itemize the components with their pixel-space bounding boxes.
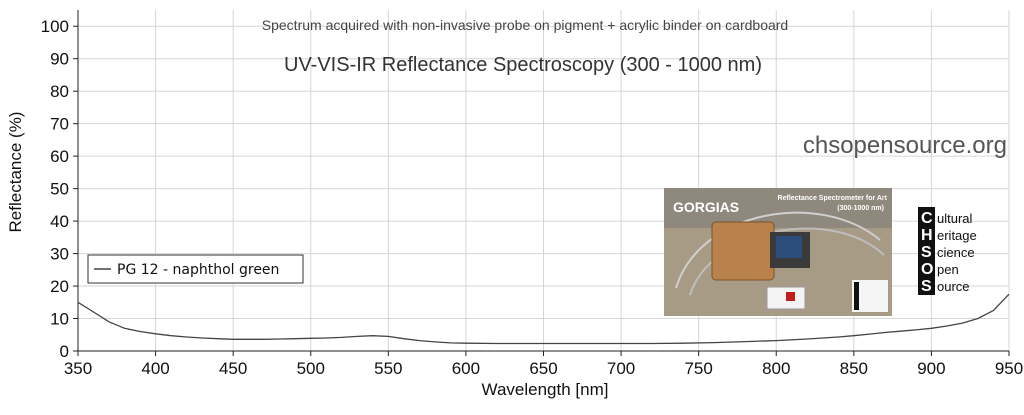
y-tick-label-10: 10 (50, 310, 69, 329)
watermark-text: chsopensource.org (803, 132, 1007, 159)
y-tick-label-80: 80 (50, 82, 69, 101)
chsos-letter-s1: S (921, 244, 932, 261)
x-tick-label-650: 650 (529, 359, 557, 378)
x-tick-label-900: 900 (917, 359, 945, 378)
chsos-letter-o: O (921, 261, 933, 278)
series-layer (77, 293, 1010, 345)
x-axis-ticks: 350 400 450 500 550 600 650 700 750 800 850 900 950 (64, 351, 1023, 378)
x-tick-label-450: 450 (219, 359, 247, 378)
y-tick-label-90: 90 (50, 50, 69, 69)
x-tick-label-400: 400 (141, 359, 169, 378)
photo-title: GORGIAS (673, 199, 739, 215)
legend: PG 12 - naphthol green (87, 254, 304, 284)
x-tick-label-800: 800 (762, 359, 790, 378)
chsos-word-cience: cience (937, 245, 975, 260)
chart-subtitle: Spectrum acquired with non-invasive prob… (262, 17, 788, 33)
chsos-word-eritage: eritage (937, 228, 977, 243)
y-axis-ticks: 0 10 20 30 40 50 60 70 80 90 100 (41, 17, 78, 361)
legend-label: PG 12 - naphthol green (117, 262, 279, 278)
x-tick-label-850: 850 (840, 359, 868, 378)
y-axis-title: Reflectance (%) (6, 112, 25, 233)
y-tick-label-40: 40 (50, 212, 69, 231)
x-tick-label-500: 500 (297, 359, 325, 378)
y-tick-label-20: 20 (50, 277, 69, 296)
chsos-logo: C H S O S ultural eritage cience pen our… (918, 207, 977, 295)
x-tick-label-350: 350 (64, 359, 92, 378)
chsos-letter-s2: S (921, 278, 932, 295)
series-line-0 (77, 293, 1010, 345)
y-tick-label-30: 30 (50, 245, 69, 264)
legend-box (87, 254, 304, 284)
chsos-word-ource: ource (937, 279, 970, 294)
photo-subtitle-line1: Reflectance Spectrometer for Art (778, 195, 888, 202)
chsos-word-pen: pen (937, 262, 959, 277)
y-tick-label-70: 70 (50, 115, 69, 134)
chart-title: UV-VIS-IR Reflectance Spectroscopy (300 … (284, 54, 762, 76)
spectrometer-photo: GORGIAS Reflectance Spectrometer for Art… (664, 188, 892, 316)
y-tick-label-60: 60 (50, 147, 69, 166)
photo-subtitle-line2: (300-1000 nm) (837, 205, 884, 212)
chsos-word-ultural: ultural (937, 211, 973, 226)
chsos-letter-c: C (921, 210, 933, 227)
x-tick-label-950: 950 (995, 359, 1023, 378)
spectrometer-body (711, 221, 775, 281)
x-tick-label-700: 700 (607, 359, 635, 378)
y-tick-label-0: 0 (60, 342, 69, 361)
chsos-letter-h: H (921, 227, 933, 244)
x-tick-label-750: 750 (684, 359, 712, 378)
x-tick-label-550: 550 (374, 359, 402, 378)
y-tick-label-100: 100 (41, 17, 69, 36)
x-axis-title: Wavelength [nm] (482, 380, 609, 399)
y-tick-label-50: 50 (50, 180, 69, 199)
x-tick-label-600: 600 (452, 359, 480, 378)
